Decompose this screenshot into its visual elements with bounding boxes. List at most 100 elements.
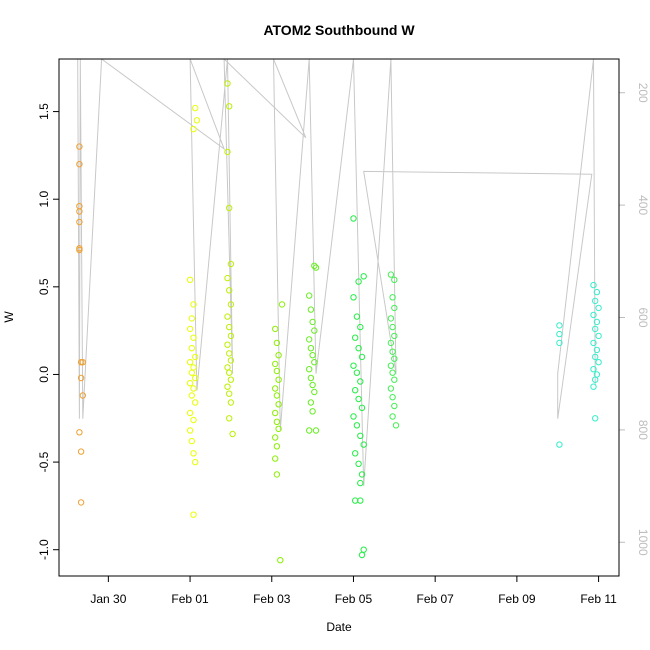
data-point — [392, 422, 400, 429]
data-point — [272, 360, 279, 368]
data-point — [227, 301, 235, 308]
data-point — [273, 418, 281, 425]
series-group-4 — [272, 301, 286, 564]
data-point — [77, 499, 85, 506]
data-point — [590, 366, 597, 373]
data-point — [590, 311, 597, 319]
data-point — [355, 395, 362, 403]
data-point — [192, 399, 199, 406]
data-point — [391, 355, 398, 362]
data-point — [226, 350, 233, 357]
data-point — [387, 362, 395, 369]
data-point — [79, 392, 87, 399]
data-point — [358, 404, 366, 411]
data-point — [389, 413, 396, 420]
data-point — [311, 388, 318, 396]
data-point — [556, 441, 563, 448]
y-tick-label: 1.0 — [37, 191, 51, 208]
data-point — [350, 362, 357, 369]
x-tick-label: Feb 05 — [335, 592, 373, 606]
data-point — [311, 359, 318, 366]
data-point — [352, 497, 359, 504]
data-point — [76, 208, 83, 215]
data-point — [188, 437, 196, 445]
data-point — [306, 336, 313, 343]
data-point — [391, 276, 398, 283]
data-point — [590, 383, 597, 390]
data-point — [227, 260, 235, 268]
x-tick-label: Feb 03 — [253, 592, 291, 606]
plot-frame — [58, 58, 620, 577]
data-point — [192, 374, 199, 382]
data-point — [190, 385, 197, 392]
y-axis: -1.0 -0.5 0.0 0.5 1.0 1.5 — [37, 103, 59, 560]
series-group-2 — [186, 104, 201, 518]
data-point — [272, 434, 279, 441]
data-point — [275, 401, 282, 408]
data-point — [186, 427, 194, 434]
data-point — [190, 416, 197, 424]
data-point — [226, 103, 233, 110]
data-point — [312, 427, 320, 434]
data-point — [306, 427, 313, 434]
data-point — [193, 117, 201, 124]
data-point — [227, 376, 235, 383]
data-point — [357, 497, 364, 504]
data-point — [226, 323, 233, 331]
data-point — [77, 359, 85, 366]
data-point — [272, 325, 279, 333]
data-point — [387, 385, 395, 392]
data-point — [358, 551, 366, 559]
data-point — [192, 353, 199, 361]
data-point — [391, 376, 398, 383]
series-group-5 — [306, 262, 320, 434]
data-point — [226, 390, 233, 397]
y2-tick-label: 400 — [636, 195, 650, 215]
data-point — [186, 359, 194, 366]
data-point — [593, 288, 601, 296]
data-point — [357, 378, 364, 385]
y-axis-label: W — [2, 311, 16, 323]
data-point — [273, 443, 281, 450]
data-point — [275, 376, 282, 383]
data-point — [273, 339, 281, 347]
data-point — [357, 432, 364, 439]
data-point — [224, 80, 231, 87]
y2-tick-label: 600 — [636, 307, 650, 327]
data-point — [277, 557, 284, 564]
data-point — [360, 441, 367, 448]
data-point — [595, 332, 602, 340]
data-point — [77, 374, 85, 382]
data-point — [358, 353, 366, 361]
y-tick-label: 0.5 — [37, 278, 51, 295]
data-point — [76, 161, 83, 168]
y-tick-label: -1.0 — [37, 539, 51, 560]
data-point — [355, 345, 362, 352]
data-point — [229, 430, 236, 438]
data-point — [389, 369, 396, 376]
data-point — [387, 339, 395, 347]
series-group-7 — [387, 271, 400, 429]
depth-track-line — [77, 59, 596, 487]
data-point — [309, 352, 316, 359]
y2-tick-label: 1000 — [636, 529, 650, 556]
data-point — [387, 315, 395, 322]
data-point — [360, 273, 367, 280]
data-point — [77, 448, 85, 455]
data-point — [357, 479, 364, 487]
data-point — [192, 458, 199, 466]
series-group-8 — [556, 281, 602, 448]
data-point — [350, 413, 357, 420]
data-point — [273, 392, 281, 399]
data-point — [226, 369, 233, 376]
data-point — [224, 148, 231, 156]
data-point — [76, 143, 83, 150]
data-point — [278, 301, 286, 308]
series-group-1 — [76, 143, 87, 506]
data-point — [226, 287, 233, 294]
data-point — [307, 374, 315, 382]
data-point — [275, 352, 282, 359]
data-point — [186, 409, 194, 417]
data-point — [188, 369, 196, 376]
data-point — [592, 415, 599, 422]
